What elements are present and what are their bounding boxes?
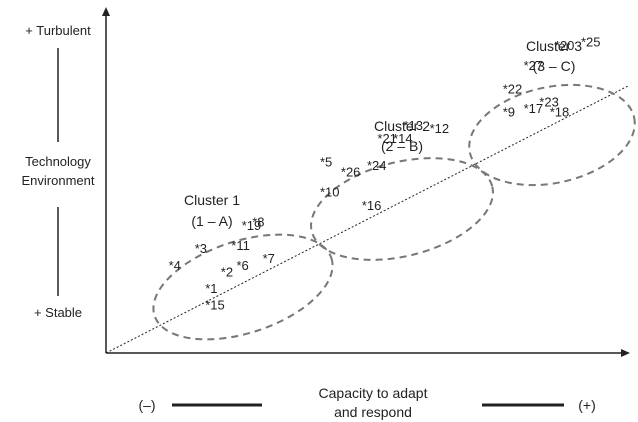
- data-point-18: *18: [550, 105, 570, 120]
- data-point-7: *7: [263, 251, 275, 266]
- data-point-23: *23: [539, 95, 559, 110]
- x-middle-label-line-1: Capacity to adapt: [319, 385, 428, 401]
- data-point-14: *14: [393, 131, 413, 146]
- y-bottom-label: + Stable: [34, 305, 82, 320]
- x-axis-arrow: [621, 349, 630, 357]
- data-point-8: *8: [252, 215, 264, 230]
- data-point-21: *21: [377, 131, 397, 146]
- cluster-2-name: Cluster 2: [374, 118, 430, 134]
- cluster-1-code: (1 – A): [191, 213, 232, 229]
- data-point-17: *17: [524, 101, 544, 116]
- data-point-19: *19: [242, 218, 262, 233]
- x-left-label: (–): [138, 397, 155, 413]
- data-point-2: *2: [221, 264, 233, 279]
- data-point-10: *10: [320, 185, 340, 200]
- data-point-5: *5: [320, 155, 332, 170]
- data-points: *1 *2 *3 *4 *5 *6 *7 *8 *9 *10 *11 *12 *13*14 *15 *16 *…: [169, 35, 601, 313]
- y-middle-label-line-2: Environment: [22, 173, 95, 188]
- cluster-3-ellipse: [468, 83, 636, 187]
- data-point-13: *13: [404, 118, 424, 133]
- y-middle-label-line-1: Technology: [25, 154, 91, 169]
- data-point-20: *20: [555, 38, 575, 53]
- data-point-15: *15: [205, 298, 225, 313]
- trend-line: [105, 85, 629, 354]
- data-point-9: *9: [503, 105, 515, 120]
- data-point-6: *6: [237, 258, 249, 273]
- y-top-label: + Turbulent: [25, 23, 91, 38]
- cluster-1-name: Cluster 1: [184, 192, 240, 208]
- data-point-26: *26: [341, 165, 361, 180]
- data-point-27: *27: [524, 58, 544, 73]
- data-point-11: *11: [231, 238, 250, 253]
- data-point-16: *16: [362, 198, 382, 213]
- cluster-2-code: (2 – B): [381, 138, 423, 154]
- data-point-22: *22: [503, 81, 523, 96]
- data-point-4: *4: [169, 258, 181, 273]
- data-point-24: *24: [367, 158, 387, 173]
- cluster-2-ellipse: [310, 157, 494, 261]
- data-point-1: *1: [205, 281, 217, 296]
- x-middle-label-line-2: and respond: [334, 404, 412, 420]
- y-axis-arrow: [102, 7, 110, 16]
- data-point-3: *3: [195, 241, 207, 256]
- cluster-1-ellipse: [152, 233, 334, 341]
- x-right-label: (+): [578, 397, 596, 413]
- cluster-3-name: Cluster 3: [526, 38, 582, 54]
- data-point-12: *12: [430, 121, 450, 136]
- data-point-25: *25: [581, 35, 601, 50]
- cluster-3-code: (3 – C): [533, 58, 576, 74]
